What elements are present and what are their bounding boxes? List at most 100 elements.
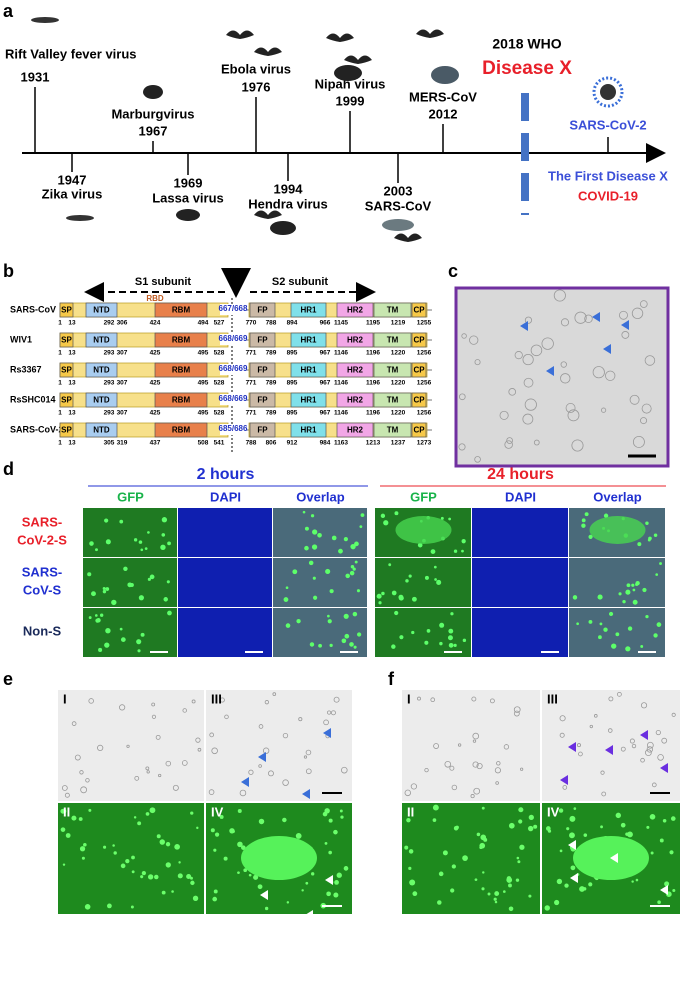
cell (615, 812, 622, 819)
cell (258, 764, 262, 768)
cell (282, 817, 287, 823)
cell (113, 851, 117, 855)
cell (333, 696, 340, 703)
cell (572, 595, 578, 600)
event-year: 2012 (429, 106, 458, 121)
cell (341, 638, 347, 644)
cell (264, 700, 270, 705)
cell (513, 706, 521, 714)
domain-label: CP (413, 306, 425, 315)
cell (285, 586, 289, 590)
cell (453, 549, 458, 553)
cell (191, 699, 196, 704)
cell (145, 766, 150, 771)
cell (174, 843, 180, 850)
domain-box (59, 422, 74, 438)
cell-pointer (660, 763, 668, 773)
fluorescence-image (472, 508, 568, 557)
cell (553, 289, 566, 302)
cell (353, 645, 357, 649)
cell (474, 878, 478, 882)
position-label: 1273 (417, 440, 432, 447)
cell (514, 351, 523, 360)
cell (336, 872, 342, 878)
domain-label: TM (387, 306, 399, 315)
cell (513, 710, 520, 717)
cell (154, 874, 159, 880)
cell (214, 832, 220, 837)
cell (171, 890, 174, 893)
cell (248, 873, 252, 877)
cell (324, 841, 328, 845)
disease-x: Disease X (482, 58, 572, 79)
cell (326, 891, 331, 897)
cell (310, 514, 315, 518)
cell (399, 635, 404, 640)
cell (496, 761, 501, 766)
domain-label: HR1 (300, 336, 317, 345)
cell (527, 825, 534, 832)
cell (439, 622, 445, 628)
cell (530, 344, 543, 357)
cell (349, 642, 354, 647)
image-numeral: II (63, 804, 70, 819)
position-label: 1219 (391, 320, 406, 327)
position-label: 1255 (417, 320, 432, 327)
s1-label: S1 subunit (135, 276, 192, 288)
cell (239, 789, 247, 797)
cell (209, 732, 215, 738)
cell (404, 845, 409, 850)
mosquito-icon (66, 215, 94, 221)
domain-label: HR2 (347, 396, 364, 405)
position-label: 984 (320, 440, 331, 447)
domain-label: FP (257, 306, 268, 315)
position-label: 306 (117, 320, 128, 327)
cell (137, 821, 142, 826)
position-label: 307 (117, 380, 128, 387)
cell (576, 622, 579, 626)
cell (453, 643, 457, 647)
cell (522, 413, 534, 425)
cell-pointer (568, 840, 576, 850)
cell (120, 863, 126, 869)
position-label: 13 (68, 350, 76, 357)
cell (411, 630, 415, 635)
cell (305, 881, 309, 885)
domain-box (336, 422, 374, 438)
cell (655, 729, 661, 736)
position-label: 1146 (334, 350, 348, 357)
cell (622, 599, 626, 604)
cell (79, 846, 86, 852)
cell (495, 781, 499, 785)
image-numeral: IV (547, 804, 560, 819)
domain-box (59, 332, 74, 348)
cell (522, 354, 534, 366)
cell-pointer (603, 344, 611, 354)
cell (603, 627, 608, 632)
cell (140, 632, 145, 637)
domain-box (373, 332, 412, 348)
domain-box (249, 302, 276, 318)
domain-box (290, 302, 327, 318)
cell (74, 754, 81, 761)
position-label: 307 (117, 410, 128, 417)
cell (295, 833, 302, 839)
channel-header: DAPI (505, 489, 536, 504)
cell (129, 583, 134, 588)
channel-header: Overlap (593, 489, 641, 504)
domain-box (154, 362, 208, 378)
cell-pointer (325, 875, 333, 885)
cell (84, 904, 91, 910)
cell (417, 542, 423, 548)
event-year: 1999 (336, 93, 365, 108)
cell (151, 702, 156, 707)
cell (107, 903, 112, 909)
fluorescence-image (273, 608, 367, 657)
cell (631, 307, 644, 320)
cell (533, 439, 540, 446)
cell (655, 573, 659, 576)
position-label: 788 (246, 440, 257, 447)
position-label: 495 (198, 410, 209, 417)
cell-pointer (621, 320, 629, 330)
cell (653, 533, 658, 538)
